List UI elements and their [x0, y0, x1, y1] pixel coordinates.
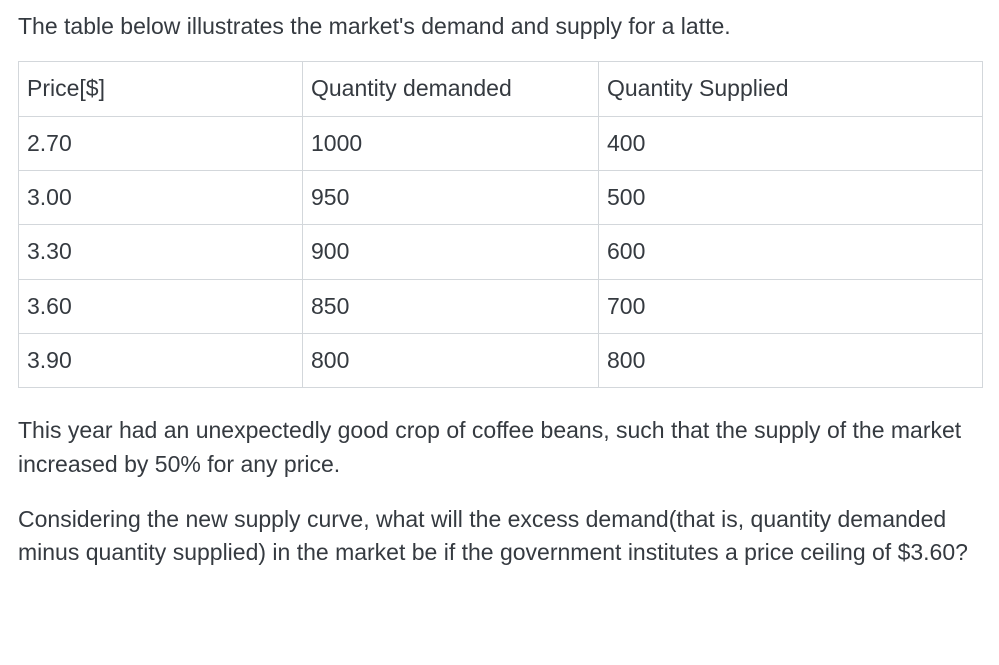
market-table: Price[$] Quantity demanded Quantity Supp… [18, 61, 983, 388]
table-row: 3.90 800 800 [19, 334, 983, 388]
paragraph-2: Considering the new supply curve, what w… [18, 503, 981, 570]
cell-demanded: 850 [303, 279, 599, 333]
cell-price: 3.30 [19, 225, 303, 279]
cell-price: 3.00 [19, 171, 303, 225]
cell-supplied: 500 [599, 171, 983, 225]
table-row: 3.30 900 600 [19, 225, 983, 279]
cell-price: 3.60 [19, 279, 303, 333]
cell-demanded: 900 [303, 225, 599, 279]
table-header-row: Price[$] Quantity demanded Quantity Supp… [19, 62, 983, 116]
cell-price: 3.90 [19, 334, 303, 388]
cell-supplied: 700 [599, 279, 983, 333]
col-header-supplied: Quantity Supplied [599, 62, 983, 116]
cell-supplied: 400 [599, 116, 983, 170]
intro-text: The table below illustrates the market's… [18, 10, 981, 43]
cell-price: 2.70 [19, 116, 303, 170]
cell-demanded: 950 [303, 171, 599, 225]
cell-supplied: 600 [599, 225, 983, 279]
table-row: 3.00 950 500 [19, 171, 983, 225]
table-row: 3.60 850 700 [19, 279, 983, 333]
cell-demanded: 1000 [303, 116, 599, 170]
col-header-demanded: Quantity demanded [303, 62, 599, 116]
cell-supplied: 800 [599, 334, 983, 388]
col-header-price: Price[$] [19, 62, 303, 116]
cell-demanded: 800 [303, 334, 599, 388]
paragraph-1: This year had an unexpectedly good crop … [18, 414, 981, 481]
table-row: 2.70 1000 400 [19, 116, 983, 170]
